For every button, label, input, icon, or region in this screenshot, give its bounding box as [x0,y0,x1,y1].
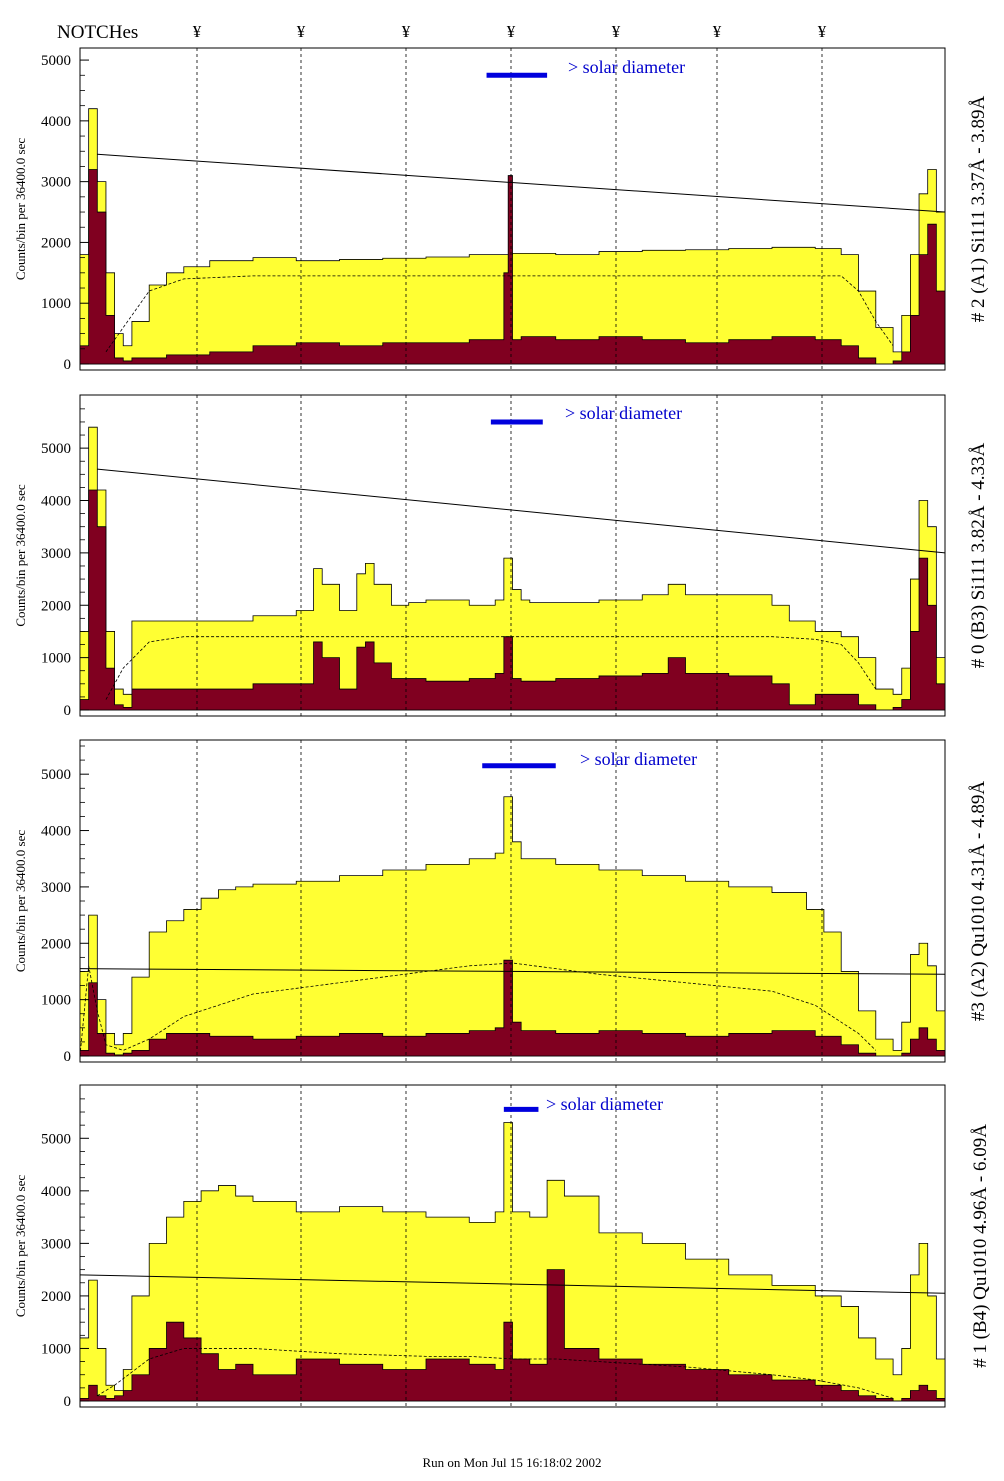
run-timestamp: Run on Mon Jul 15 16:18:02 2002 [422,1455,601,1470]
smooth-dashed-curve [79,962,877,1057]
series-core [79,169,946,365]
plot-frame [79,394,946,717]
notch-symbol: ¥ [193,22,202,41]
y-axis-label: Counts/bin per 36400.0 sec [13,484,28,626]
chart-panel-1: 0 1000 2000 3000 4000 5000 Counts/bin per 3640… [13,47,989,373]
panel-title: # 1 (B4) Qu1010 4.96Å - 6.09Å [970,1124,991,1368]
y-tick-label: 3000 [41,1236,71,1252]
y-tick-label: 5000 [41,1131,71,1147]
y-tick-label: 5000 [41,441,71,457]
plot-frame [79,47,946,371]
y-tick-label: 2000 [41,936,71,952]
y-tick-label: 0 [64,357,72,373]
trend-line [97,153,946,213]
chart-panel-4: 0 1000 2000 3000 4000 5000 Counts/bin per 3640… [13,1084,991,1410]
smooth-dashed-curve [105,636,877,700]
series-envelope [79,1122,946,1402]
trend-line [79,1274,946,1294]
y-tick-label: 2000 [41,598,71,614]
y-tick-label: 3000 [41,175,71,191]
y-tick-label: 0 [64,1394,72,1410]
solar-diameter-annotation: > solar diameter [546,1094,663,1114]
notch-symbol: ¥ [713,22,722,41]
y-tick-label: 4000 [41,114,71,130]
y-tick-label: 0 [64,703,72,719]
notch-labels: ¥ ¥ ¥ ¥ ¥ ¥ ¥ [193,22,827,41]
y-tick-label: 4000 [41,824,71,840]
y-tick-label: 4000 [41,1184,71,1200]
y-tick-label: 5000 [41,767,71,783]
trend-line [79,968,946,975]
solar-diameter-annotation: > solar diameter [568,57,685,77]
chart-panel-3: 0 1000 2000 3000 4000 5000 Counts/bin per 3640… [13,739,989,1065]
series-envelope [79,426,946,711]
notches-label: NOTCHes [57,22,138,43]
notch-symbol: ¥ [507,22,516,41]
panel-title: #3 (A2) Qu1010 4.31Å - 4.89Å [968,781,989,1021]
plot-frame [79,1084,946,1408]
y-axis-label: Counts/bin per 36400.0 sec [13,138,28,280]
y-axis-label: Counts/bin per 36400.0 sec [13,830,28,972]
y-tick-label: 2000 [41,1289,71,1305]
series-core [79,959,946,1057]
solar-diameter-annotation: > solar diameter [580,749,697,769]
y-tick-label: 3000 [41,880,71,896]
y-tick-label: 3000 [41,546,71,562]
chart-panel-2: 0 1000 2000 3000 4000 5000 Counts/bin per 3640… [13,394,989,719]
y-axis-label: Counts/bin per 36400.0 sec [13,1175,28,1317]
y-tick-label: 1000 [41,651,71,667]
smooth-dashed-curve [105,275,894,353]
smooth-dashed-curve [97,1348,894,1399]
solar-diameter-annotation: > solar diameter [565,403,682,423]
notch-symbol: ¥ [402,22,411,41]
y-tick-label: 1000 [41,993,71,1009]
y-tick-label: 5000 [41,53,71,69]
notch-symbol: ¥ [818,22,827,41]
y-tick-label: 4000 [41,494,71,510]
notch-symbol: ¥ [612,22,621,41]
y-tick-label: 0 [64,1049,72,1065]
panel-title: # 0 (B3) Si111 3.82Å - 4.33Å [968,442,989,668]
series-core [79,1269,946,1402]
trend-line [97,468,946,554]
y-tick-label: 1000 [41,296,71,312]
panel-title: # 2 (A1) Si111 3.37Å - 3.89Å [968,95,989,322]
notch-symbol: ¥ [297,22,306,41]
chart-panels: 0 1000 2000 3000 4000 5000 Counts/bin per 3640… [13,47,991,1410]
series-envelope [79,796,946,1057]
y-tick-label: 2000 [41,235,71,251]
y-tick-label: 1000 [41,1341,71,1357]
